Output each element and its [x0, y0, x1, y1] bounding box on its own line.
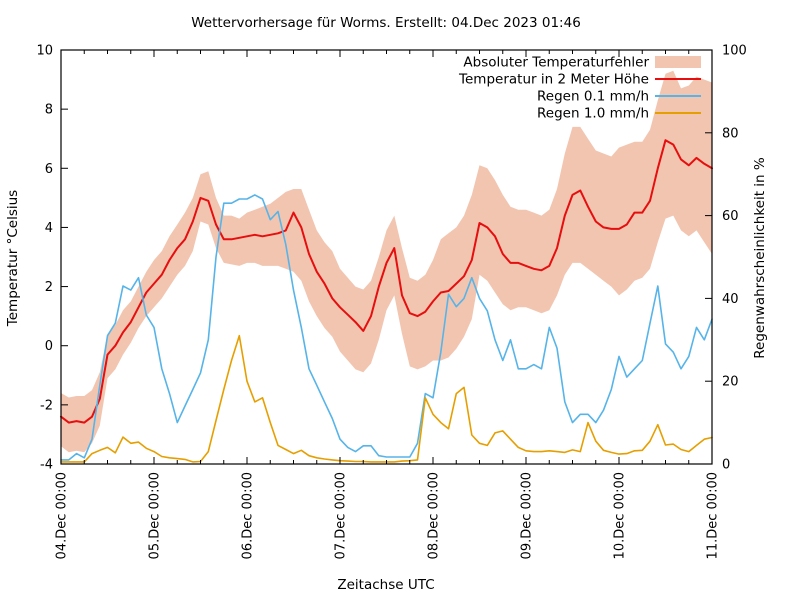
legend-band-swatch	[655, 56, 701, 68]
x-tick-label: 09.Dec 00:00	[520, 472, 535, 559]
y-right-tick-label: 40	[722, 292, 739, 307]
chart-title: Wettervorhersage für Worms. Erstellt: 04…	[191, 15, 581, 31]
y-right-tick-label: 100	[722, 44, 747, 59]
legend-entry: Absoluter Temperaturfehler	[463, 55, 701, 71]
y-left-tick-label: -4	[40, 458, 53, 473]
y-axis-label-right: Regenwahrscheinlichkeit in %	[752, 157, 768, 359]
legend-label: Regen 1.0 mm/h	[537, 106, 649, 122]
x-tick-label: 04.Dec 00:00	[55, 472, 70, 559]
y-left-tick-label: 4	[45, 221, 53, 236]
legend-entry: Temperatur in 2 Meter Höhe	[458, 72, 701, 88]
y-left-tick-label: 8	[45, 103, 53, 118]
legend-entry: Regen 0.1 mm/h	[537, 89, 701, 105]
axis-tick-labels: 04.Dec 00:00 05.Dec 00:00 06.Dec 00:00 07.D…	[36, 44, 746, 560]
y-right-tick-label: 20	[722, 375, 739, 390]
y-left-tick-label: 0	[45, 339, 53, 354]
plot-axes	[60, 49, 713, 465]
y-right-tick-label: 60	[722, 209, 739, 224]
x-tick-label: 11.Dec 00:00	[706, 472, 721, 559]
legend-label: Regen 0.1 mm/h	[537, 89, 649, 105]
legend-label: Absoluter Temperaturfehler	[463, 55, 649, 71]
y-axis-label-left: Temperatur °Celsius	[5, 190, 21, 327]
y-right-tick-label: 0	[722, 458, 730, 473]
rain-01-line	[60, 194, 713, 461]
legend-label: Temperatur in 2 Meter Höhe	[458, 72, 649, 88]
x-tick-label: 10.Dec 00:00	[613, 472, 628, 559]
y-right-tick-label: 80	[722, 126, 739, 141]
x-tick-label: 05.Dec 00:00	[148, 472, 163, 559]
y-left-tick-label: 10	[36, 44, 53, 59]
y-left-tick-label: -2	[40, 398, 53, 413]
y-left-tick-label: 6	[45, 162, 53, 177]
y-left-tick-label: 2	[45, 280, 53, 295]
x-tick-label: 07.Dec 00:00	[334, 472, 349, 559]
x-tick-label: 08.Dec 00:00	[427, 472, 442, 559]
x-tick-label: 06.Dec 00:00	[241, 472, 256, 559]
temperature-line	[60, 139, 713, 424]
legend-entry: Regen 1.0 mm/h	[537, 106, 701, 122]
x-axis-label: Zeitachse UTC	[337, 577, 434, 593]
